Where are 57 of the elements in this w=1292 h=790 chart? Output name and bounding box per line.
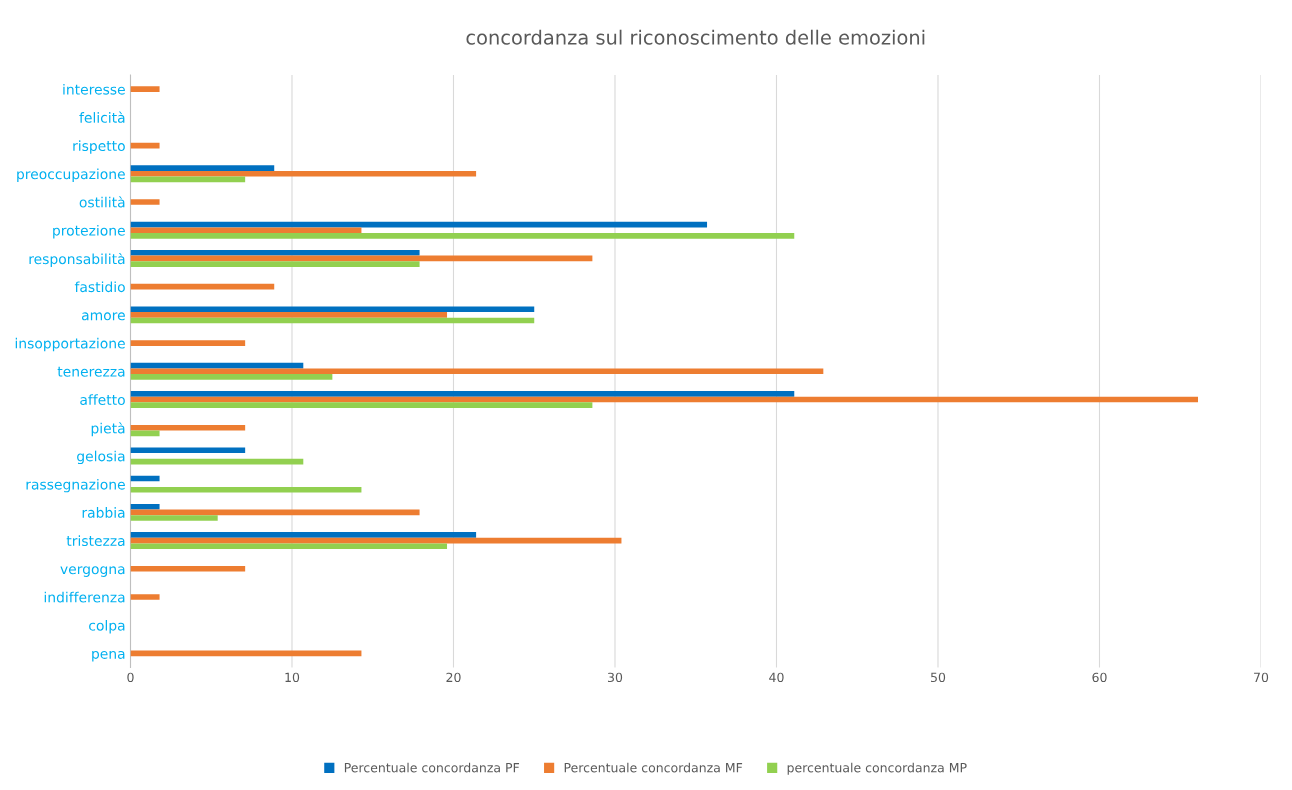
bar xyxy=(130,515,218,521)
y-tick-label: felicità xyxy=(79,111,125,123)
y-tick-label: pietà xyxy=(91,422,125,437)
bar xyxy=(130,486,362,493)
bar xyxy=(130,261,420,267)
y-tick-label: affetto xyxy=(80,394,125,405)
bar xyxy=(130,233,795,239)
bar xyxy=(130,532,477,538)
y-tick-label: rabbia xyxy=(82,507,125,518)
bar xyxy=(130,165,275,171)
y-tick-label: responsabilità xyxy=(29,252,125,267)
bar xyxy=(130,447,246,454)
bar xyxy=(130,374,333,380)
y-tick-label: preoccupazione xyxy=(17,168,125,182)
bar xyxy=(130,565,246,572)
bar xyxy=(130,543,448,550)
x-tick-label: 20 xyxy=(446,672,461,683)
x-tick-label: 30 xyxy=(607,672,623,683)
legend-label: Percentuale concordanza PF xyxy=(344,762,520,773)
bar xyxy=(130,340,246,346)
chart-title: concordanza sul riconoscimento delle emozioni xyxy=(466,29,925,45)
y-tick-label: ostilità xyxy=(79,196,125,208)
y-tick-label: protezione xyxy=(53,224,125,239)
y-tick-label: tenerezza xyxy=(57,366,125,377)
y-tick-label: vergogna xyxy=(60,566,125,577)
x-tick-label: 50 xyxy=(931,672,946,683)
bar xyxy=(130,594,160,600)
bar xyxy=(130,391,795,397)
bar xyxy=(130,503,160,510)
bar xyxy=(130,227,362,234)
legend-label: Percentuale concordanza MF xyxy=(564,762,743,773)
x-tick-label: 60 xyxy=(1092,672,1107,683)
x-tick-label: 10 xyxy=(285,672,300,683)
y-tick-label: fastidio xyxy=(74,281,125,293)
bar xyxy=(130,199,160,205)
bar xyxy=(130,249,420,256)
y-tick-label: interesse xyxy=(63,83,125,95)
y-tick-label: rispetto xyxy=(73,140,125,154)
y-tick-label: rassegnazione xyxy=(26,478,125,493)
bar xyxy=(130,86,160,92)
bar xyxy=(130,306,535,313)
bar xyxy=(130,312,448,318)
y-tick-label: indifferenza xyxy=(44,591,125,603)
y-tick-label: gelosia xyxy=(77,450,125,465)
bar xyxy=(130,424,246,431)
y-tick-label: colpa xyxy=(89,619,125,634)
x-tick-label: 0 xyxy=(127,672,134,683)
bar xyxy=(130,402,593,408)
y-tick-label: tristezza xyxy=(66,535,125,547)
x-tick-label: 40 xyxy=(769,672,784,683)
y-tick-label: pena xyxy=(92,650,125,662)
bar xyxy=(130,368,824,375)
bar xyxy=(130,170,477,177)
y-tick-label: insopportazione xyxy=(15,337,125,352)
x-tick-label: 70 xyxy=(1254,672,1269,683)
legend-label: percentuale concordanza MP xyxy=(787,762,967,775)
y-tick-label: amore xyxy=(81,312,125,321)
